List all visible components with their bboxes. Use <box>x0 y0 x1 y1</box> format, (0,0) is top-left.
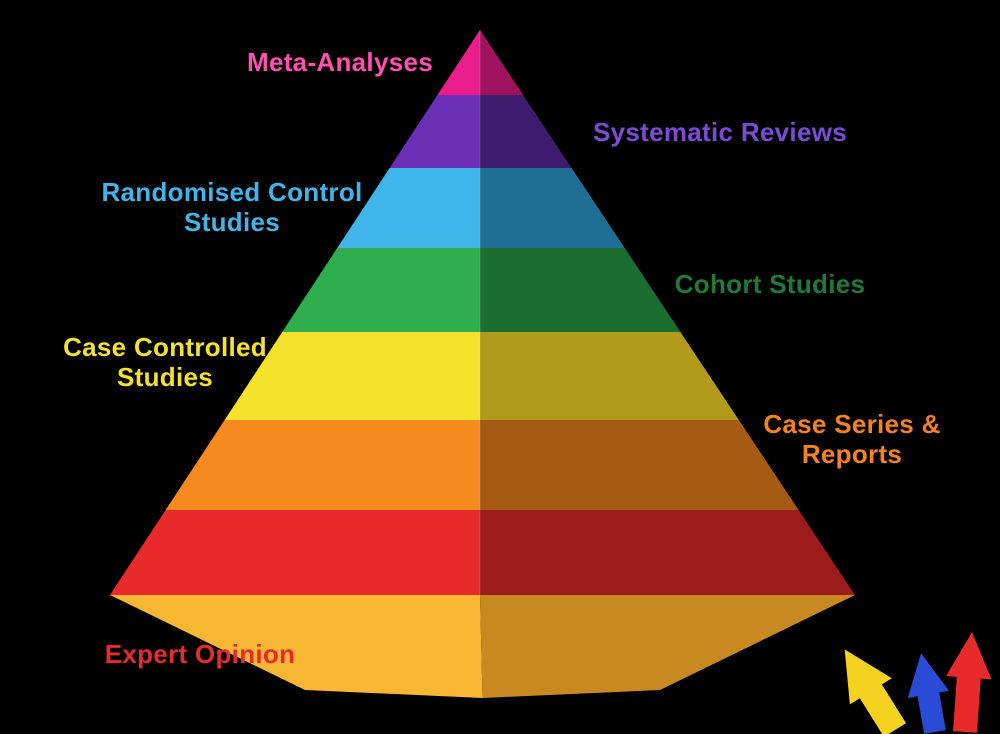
label-expert-opinion: Expert Opinion <box>105 640 296 670</box>
label-case-series: Case Series & Reports <box>763 410 940 470</box>
label-systematic-reviews: Systematic Reviews <box>593 118 847 148</box>
label-case-controlled: Case Controlled Studies <box>63 333 267 393</box>
label-cohort-studies: Cohort Studies <box>675 270 866 300</box>
label-meta-analyses: Meta-Analyses <box>247 48 433 78</box>
evidence-pyramid: Meta-Analyses Systematic Reviews Randomi… <box>0 0 1000 734</box>
label-randomised-control: Randomised Control Studies <box>101 178 362 238</box>
